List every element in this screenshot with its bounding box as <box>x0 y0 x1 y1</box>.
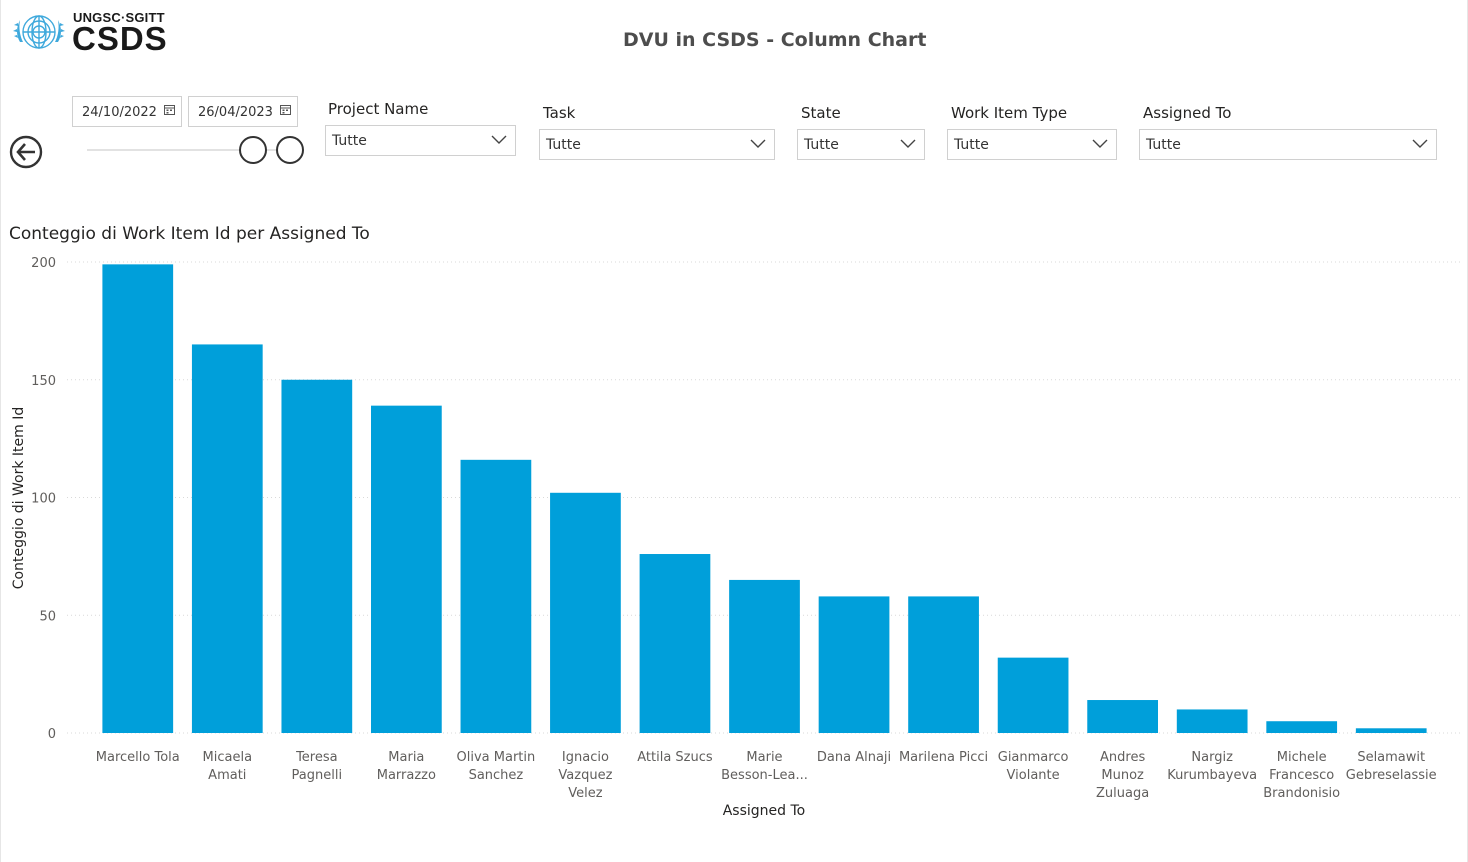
chevron-down-icon[interactable] <box>1412 139 1428 149</box>
bar <box>550 492 621 733</box>
date-start-value: 24/10/2022 <box>82 105 157 120</box>
logo-title: CSDS <box>72 20 168 57</box>
x-tick-label: Marilena Picci <box>899 750 988 765</box>
bar <box>997 657 1069 733</box>
assigned-to-slicer-title: Assigned To <box>1143 104 1232 122</box>
bar <box>460 459 532 733</box>
project-name-slicer-title: Project Name <box>328 100 429 118</box>
bar <box>908 596 979 733</box>
chevron-down-icon[interactable] <box>900 139 916 149</box>
x-tick-label: Selamawit Gebreselassie <box>1346 750 1437 783</box>
date-start-input[interactable]: 24/10/2022 <box>72 96 182 127</box>
task-value: Tutte <box>546 137 581 153</box>
bar <box>1355 728 1427 733</box>
x-tick-label: Attila Szucs <box>637 750 713 765</box>
x-tick-label: Ignacio Vazquez Velez <box>558 750 612 801</box>
back-arrow-icon[interactable] <box>9 135 43 169</box>
y-tick-label: 150 <box>31 374 56 389</box>
y-tick-label: 0 <box>48 727 56 742</box>
state-value: Tutte <box>804 137 839 153</box>
assigned-to-dropdown[interactable]: Tutte <box>1139 129 1437 160</box>
x-tick-label: Oliva Martin Sanchez <box>457 750 536 783</box>
bar <box>818 596 890 733</box>
date-end-value: 26/04/2023 <box>198 105 273 120</box>
date-end-input[interactable]: 26/04/2023 <box>188 96 298 127</box>
work-item-type-dropdown[interactable]: Tutte <box>947 129 1117 160</box>
project-name-dropdown[interactable]: Tutte <box>325 125 516 156</box>
un-emblem-icon <box>13 15 65 49</box>
state-slicer-title: State <box>801 104 841 122</box>
page-title: DVU in CSDS - Column Chart <box>623 29 927 51</box>
task-dropdown[interactable]: Tutte <box>539 129 775 160</box>
date-slider-end-handle[interactable] <box>276 136 304 164</box>
date-slider-start-handle[interactable] <box>239 136 267 164</box>
x-tick-label: Dana Alnaji <box>817 750 891 765</box>
y-axis-title: Conteggio di Work Item Id <box>11 407 27 589</box>
state-dropdown[interactable]: Tutte <box>797 129 925 160</box>
bar <box>1087 700 1158 733</box>
y-tick-label: 100 <box>31 492 56 507</box>
chart-title: Conteggio di Work Item Id per Assigned T… <box>9 224 370 244</box>
x-tick-label: Teresa Pagnelli <box>292 750 343 783</box>
logo-subtitle: UNGSC·SGITT <box>73 10 165 25</box>
column-chart: 0 50 100 150 200 Marcello Tola Micaela Amati Ter… <box>11 256 1463 819</box>
calendar-icon[interactable] <box>280 104 291 115</box>
project-name-value: Tutte <box>332 133 367 149</box>
y-tick-label: 50 <box>39 609 56 624</box>
bar <box>281 379 353 733</box>
task-slicer-title: Task <box>543 104 576 122</box>
date-range-slider-track[interactable] <box>87 149 287 151</box>
chevron-down-icon[interactable] <box>1092 139 1108 149</box>
x-tick-label: Andres Munoz Zuluaga <box>1096 750 1149 801</box>
csds-logo: UNGSC·SGITT CSDS <box>10 8 180 58</box>
work-item-type-value: Tutte <box>954 137 989 153</box>
chevron-down-icon[interactable] <box>750 139 766 149</box>
bar <box>1266 721 1338 733</box>
x-tick-label: Marcello Tola <box>96 750 180 765</box>
x-tick-label: Gianmarco Violante <box>998 750 1069 783</box>
x-axis-title: Assigned To <box>723 803 806 819</box>
bar <box>371 405 442 733</box>
bar <box>729 579 800 733</box>
work-item-type-slicer-title: Work Item Type <box>951 104 1068 122</box>
assigned-to-value: Tutte <box>1146 137 1181 153</box>
x-tick-label: Maria Marrazzo <box>377 750 436 783</box>
bar <box>639 554 711 733</box>
bar <box>191 344 263 733</box>
x-tick-label: Marie Besson-Lea... <box>721 750 808 783</box>
y-tick-label: 200 <box>31 256 56 271</box>
x-tick-label: Nargiz Kurumbayeva <box>1167 750 1257 783</box>
bar <box>1176 709 1248 733</box>
calendar-icon[interactable] <box>164 104 175 115</box>
x-tick-label: Michele Francesco Brandonisio <box>1263 750 1340 801</box>
x-tick-label: Micaela Amati <box>203 750 253 783</box>
chevron-down-icon[interactable] <box>491 135 507 145</box>
bar <box>102 264 174 733</box>
